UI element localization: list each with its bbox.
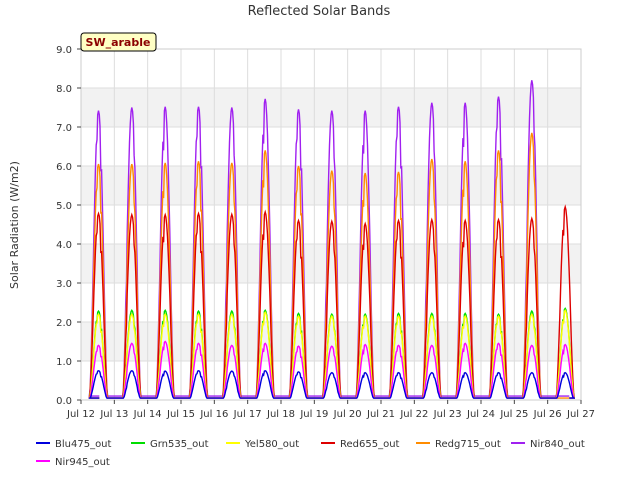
- y-tick-label: 0.0: [56, 396, 72, 407]
- x-tick-label: Jul 24: [466, 409, 495, 420]
- legend-label: Nir840_out: [530, 439, 585, 450]
- y-tick-label: 5.0: [56, 201, 72, 212]
- x-tick-label: Jul 15: [166, 409, 195, 420]
- chart-title: Reflected Solar Bands: [248, 4, 391, 19]
- x-tick-label: Jul 13: [99, 409, 128, 420]
- plot-area: [80, 48, 582, 401]
- series-line-yel580-out: [88, 308, 575, 399]
- legend-label: Grn535_out: [150, 439, 209, 450]
- series-line-grn535-out: [88, 307, 575, 399]
- x-tick-label: Jul 14: [133, 409, 162, 420]
- y-axis-ticks: 0.0 1.0 2.0 3.0 4.0 5.0 6.0 7.0 8.0 9.0: [56, 45, 81, 407]
- x-tick-label: Jul 21: [366, 409, 395, 420]
- y-axis-label: Solar Radiation (W/m2): [8, 161, 21, 289]
- x-tick-label: Jul 26: [533, 409, 562, 420]
- series-line-nir945-out: [88, 340, 575, 399]
- x-tick-label: Jul 20: [333, 409, 362, 420]
- x-tick-label: Jul 17: [233, 409, 262, 420]
- background-band: [81, 244, 581, 283]
- legend-label: Yel580_out: [244, 439, 299, 450]
- y-tick-label: 7.0: [56, 123, 72, 134]
- legend-label: Redg715_out: [435, 439, 501, 450]
- y-tick-label: 4.0: [56, 240, 72, 251]
- series-line-nir840-out: [88, 80, 570, 397]
- x-tick-label: Jul 16: [199, 409, 228, 420]
- x-tick-label: Jul 27: [566, 409, 595, 420]
- annotation-label: SW_arable: [86, 36, 151, 49]
- annotation-box: SW_arable: [80, 32, 157, 52]
- legend-label: Nir945_out: [55, 457, 110, 468]
- x-tick-label: Jul 25: [499, 409, 528, 420]
- legend: Blu475_out Grn535_out Yel580_out Red655_out…: [36, 439, 585, 468]
- legend-label: Red655_out: [340, 439, 400, 450]
- x-tick-label: Jul 19: [299, 409, 328, 420]
- y-tick-label: 3.0: [56, 279, 72, 290]
- x-tick-label: Jul 22: [399, 409, 428, 420]
- series-line-red655-out: [88, 204, 575, 399]
- legend-label: Blu475_out: [55, 439, 112, 450]
- y-tick-label: 6.0: [56, 162, 72, 173]
- x-tick-label: Jul 18: [266, 409, 295, 420]
- x-axis-ticks: Jul 12 Jul 13 Jul 14 Jul 15 Jul 16 Jul 17 Jul …: [66, 400, 595, 420]
- x-tick-label: Jul 23: [433, 409, 462, 420]
- y-tick-label: 1.0: [56, 357, 72, 368]
- y-tick-label: 2.0: [56, 318, 72, 329]
- series-layer: [88, 80, 575, 399]
- x-tick-label: Jul 12: [66, 409, 95, 420]
- series-line-blu475-out: [88, 370, 575, 399]
- y-tick-label: 8.0: [56, 84, 72, 95]
- y-tick-label: 9.0: [56, 45, 72, 56]
